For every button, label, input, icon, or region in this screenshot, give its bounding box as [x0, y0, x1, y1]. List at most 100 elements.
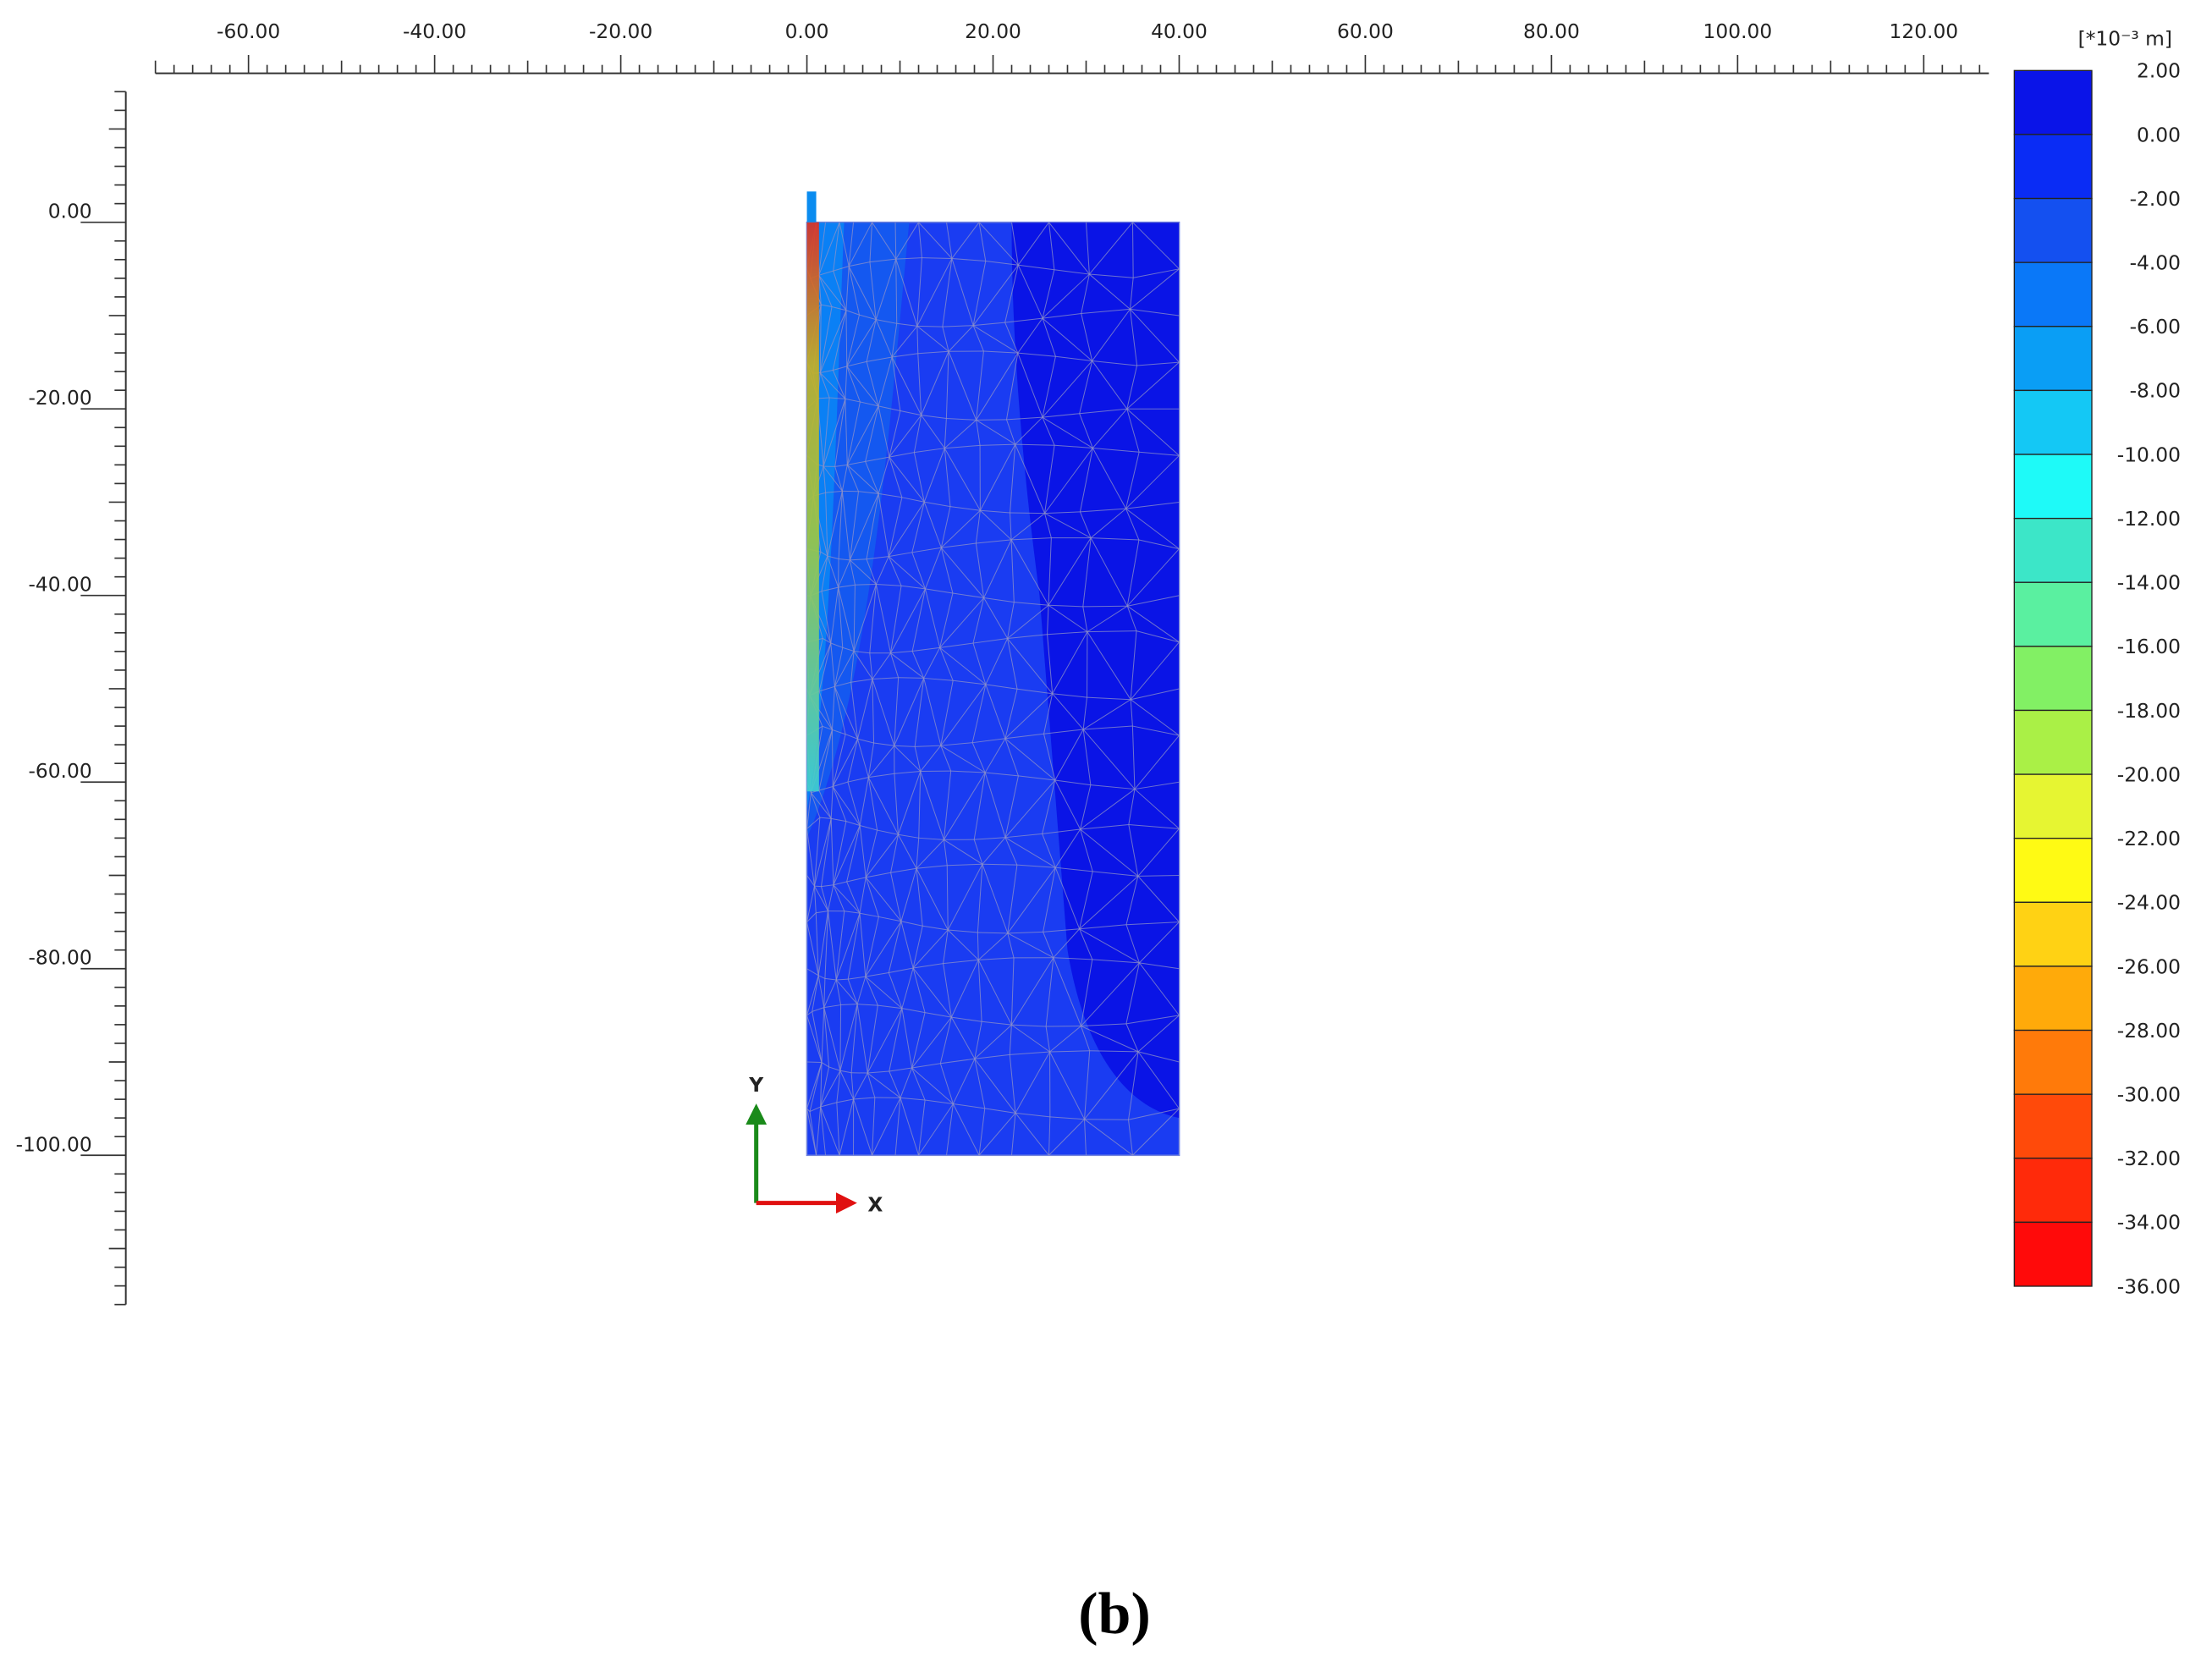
mesh-edge: [833, 781, 849, 788]
mesh-edge: [1125, 1023, 1139, 1053]
mesh-edge: [806, 1062, 823, 1109]
mesh-edge: [857, 1004, 878, 1006]
mesh-edge: [952, 592, 984, 599]
mesh-edge: [1130, 308, 1180, 316]
mesh-edge: [821, 886, 829, 911]
mesh-edge: [1054, 444, 1093, 448]
mesh-edge: [943, 771, 952, 840]
mesh-edge: [891, 326, 918, 358]
mesh-edge: [1010, 444, 1016, 514]
mesh-edge: [911, 547, 942, 553]
mesh-edge: [835, 911, 845, 981]
mesh-edge: [940, 547, 954, 594]
mesh-edge: [921, 415, 947, 419]
mesh-edge: [972, 738, 1005, 744]
mesh-edge: [1007, 867, 1056, 934]
mesh-edge: [823, 397, 830, 467]
mesh-edge: [850, 679, 872, 683]
mesh-edge: [1052, 693, 1084, 730]
mesh-edge: [1092, 360, 1128, 410]
mesh-edge: [985, 638, 1009, 685]
mesh-edge: [971, 742, 986, 773]
mesh-edge: [833, 825, 861, 885]
mesh-edge: [1011, 537, 1052, 541]
mesh-edge: [1079, 448, 1093, 512]
mesh-edge: [821, 304, 833, 308]
mesh-edge: [1010, 512, 1045, 514]
mesh-edge: [1129, 309, 1138, 366]
mesh-edge: [822, 725, 833, 730]
mesh-edge: [1004, 733, 1044, 740]
x-tick-label: -40.00: [403, 19, 466, 43]
mesh-edge: [1044, 513, 1052, 538]
mesh-edge: [1079, 876, 1139, 930]
mesh-edge: [1132, 725, 1180, 736]
y-tick-label: -40.00: [28, 573, 91, 597]
mesh-edge: [978, 1108, 986, 1156]
mesh-edge: [813, 818, 832, 887]
mesh-edge: [832, 310, 847, 371]
mesh-edge: [806, 828, 815, 887]
mesh-edge: [833, 222, 840, 272]
mesh-edge: [889, 410, 901, 458]
colorbar-band: [2013, 773, 2093, 839]
mesh-edge: [923, 647, 941, 679]
mesh-edge: [900, 921, 923, 927]
mesh-edge: [890, 588, 926, 654]
mesh-edge: [1080, 959, 1093, 1026]
mesh-edge: [1004, 322, 1019, 354]
mesh-edge: [846, 464, 879, 494]
mesh-edge: [847, 781, 861, 826]
mesh-edge: [1042, 269, 1055, 319]
mesh-edge: [1042, 828, 1081, 834]
mesh-edge: [1090, 508, 1126, 539]
mesh-edge: [1049, 1051, 1085, 1120]
mesh-edge: [838, 587, 844, 648]
model: [806, 191, 1180, 1157]
mesh-edge: [1055, 355, 1092, 361]
mesh-edge: [916, 257, 922, 327]
mesh-edge: [1004, 837, 1056, 868]
mesh-edge: [978, 1113, 1016, 1156]
mesh-edge: [943, 963, 952, 1018]
mesh-edge: [901, 497, 925, 503]
mesh-edge: [866, 558, 877, 585]
mesh-edge: [839, 1098, 855, 1156]
mesh-edge: [834, 681, 851, 687]
mesh-edge: [818, 275, 822, 305]
mesh-edge: [1081, 313, 1093, 361]
mesh-edge: [859, 314, 877, 321]
colorbar-label: -26.00: [2117, 955, 2181, 978]
mesh-edge: [859, 912, 879, 917]
mesh-edge: [1052, 693, 1087, 698]
colorbar-band: [2013, 326, 2093, 392]
mesh-edge: [1089, 273, 1134, 278]
mesh-edge: [856, 977, 867, 1004]
mesh-edge: [951, 222, 980, 259]
mesh-edge: [1137, 828, 1180, 877]
mesh-edge: [898, 677, 924, 679]
mesh-edge: [839, 1004, 842, 1071]
mesh-edge: [1042, 834, 1056, 868]
mesh-edge: [1132, 1108, 1180, 1156]
mesh-edge: [1082, 697, 1088, 730]
mesh-edge: [1080, 784, 1092, 830]
mesh-edge: [1049, 1026, 1081, 1053]
mesh-edge: [944, 448, 951, 507]
mesh-edge: [820, 1066, 830, 1108]
mesh-edge: [1082, 729, 1092, 785]
colorbar-label: -36.00: [2117, 1274, 2181, 1298]
mesh-edge: [1079, 408, 1127, 415]
mesh-edge: [832, 370, 846, 399]
mesh-edge: [922, 925, 949, 931]
colorbar-band: [2013, 1093, 2093, 1159]
mesh-edge: [809, 1111, 817, 1156]
colorbar-label: -12.00: [2117, 507, 2181, 531]
mesh-edge: [888, 501, 925, 557]
mesh-edge: [1084, 1119, 1087, 1156]
mesh-edge: [1049, 1050, 1090, 1053]
mesh-edge: [1092, 408, 1128, 448]
mesh-edge: [821, 1007, 825, 1063]
mesh-edge: [1139, 962, 1180, 1016]
